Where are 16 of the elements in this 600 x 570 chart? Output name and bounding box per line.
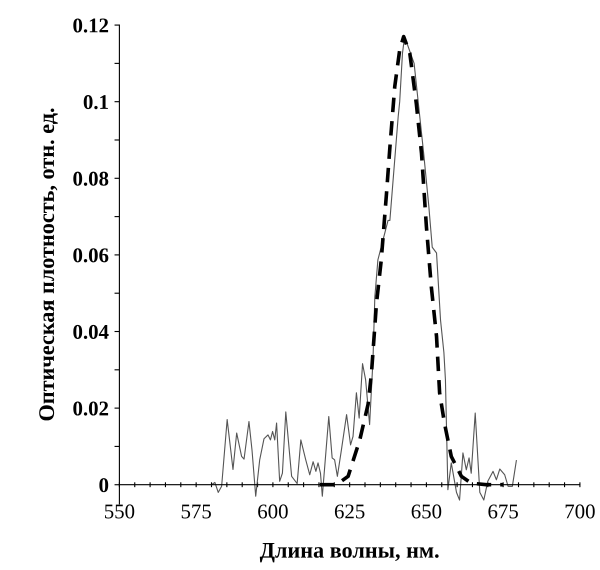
x-axis-title: Длина волны, нм. <box>260 543 439 562</box>
x-tick-label: 675 <box>488 504 518 518</box>
x-tick-label: 550 <box>104 504 134 518</box>
x-tick-label: 625 <box>334 504 364 518</box>
y-tick-label: 0.02 <box>73 401 108 416</box>
x-tick-label: 700 <box>566 504 595 518</box>
y-tick-label: 0.04 <box>73 324 109 340</box>
x-tick-label: 575 <box>182 504 211 518</box>
y-tick-label: 0.1 <box>84 95 108 110</box>
y-axis-title: Оптическая плотность, отн. ед. <box>39 108 58 420</box>
y-tick-label: 0.08 <box>73 172 108 186</box>
y-tick-label: 0.06 <box>73 248 108 262</box>
x-tick-label: 600 <box>258 504 288 518</box>
y-tick-label: 0.12 <box>73 18 108 33</box>
x-tick-label: 650 <box>412 504 442 518</box>
y-tick-label: 0 <box>99 478 108 492</box>
